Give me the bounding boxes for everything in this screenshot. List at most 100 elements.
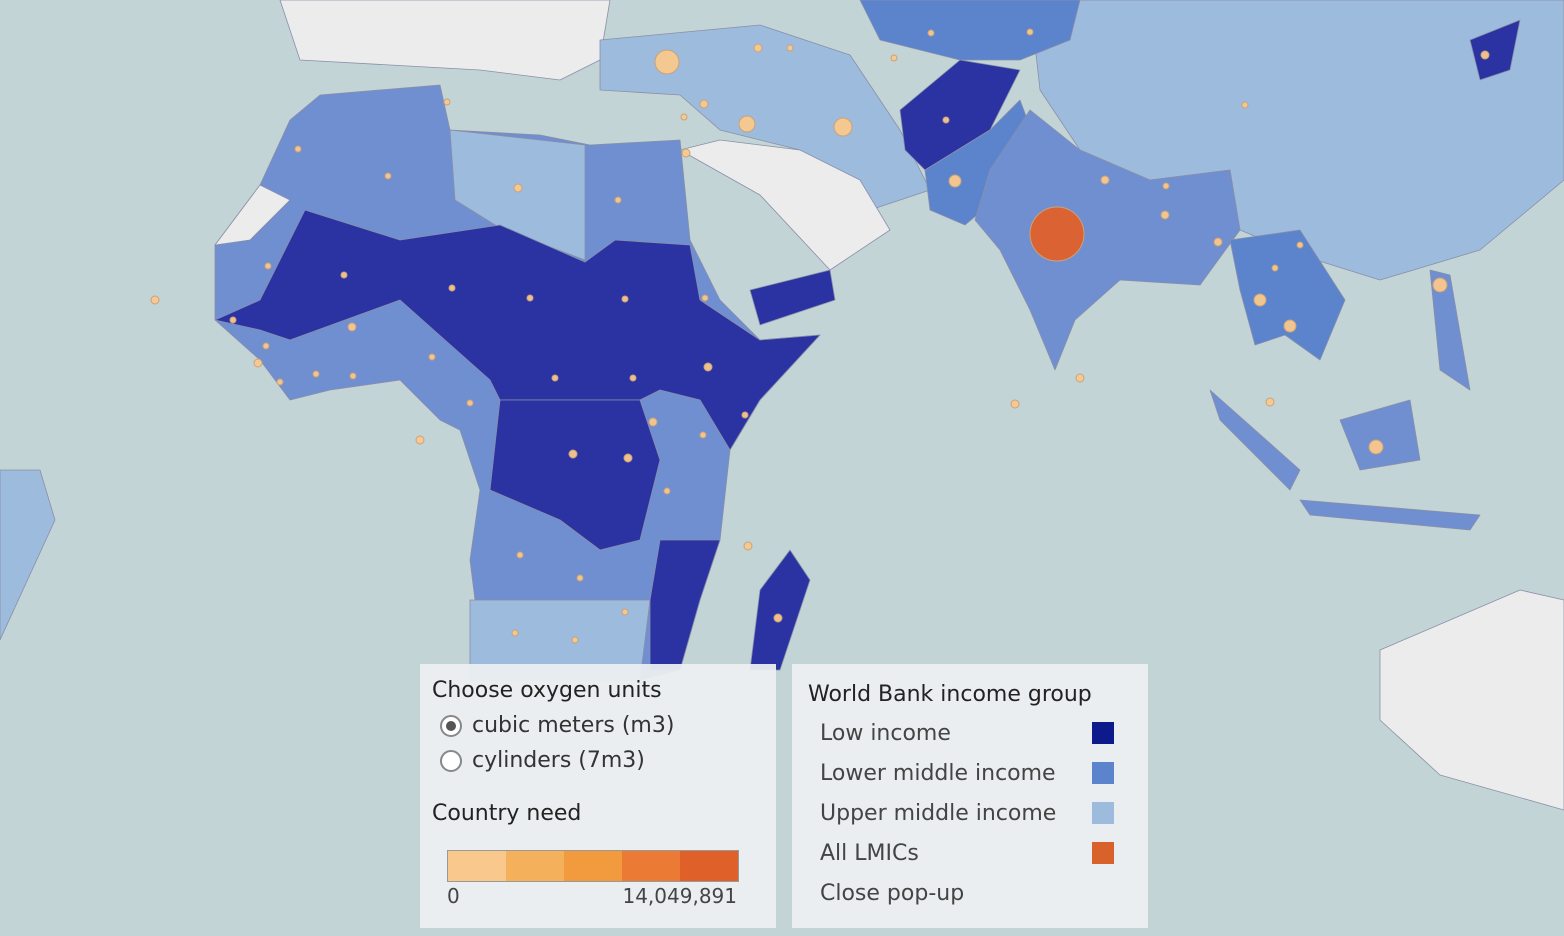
income-panel: World Bank income group Low income Lower …	[792, 664, 1148, 928]
need-bubble	[890, 54, 898, 62]
need-bubble	[1162, 182, 1170, 190]
scale-min: 0	[447, 884, 460, 908]
land	[1379, 589, 1564, 811]
need-bubble	[1241, 101, 1249, 109]
legend-item[interactable]: All LMICs	[820, 833, 1114, 873]
radio-button[interactable]	[440, 714, 462, 737]
need-bubble	[681, 148, 691, 158]
need-bubble	[1296, 241, 1304, 249]
scale-step	[506, 851, 564, 881]
close-popup[interactable]: Close pop-up	[820, 880, 965, 906]
need-bubble	[294, 145, 302, 153]
need-bubble	[699, 99, 709, 109]
need-bubble	[1010, 399, 1020, 409]
need-bubble	[753, 43, 763, 53]
need-bubble	[648, 417, 658, 427]
need-bubble	[1432, 277, 1448, 293]
need-bubble	[699, 431, 707, 439]
legend-item[interactable]: Lower middle income	[820, 753, 1114, 793]
need-bubble	[1213, 237, 1223, 247]
need-bubble	[264, 262, 272, 270]
legend-swatch	[1092, 722, 1114, 744]
need-bubble	[786, 44, 794, 52]
land	[1229, 229, 1346, 361]
need-bubble	[516, 551, 524, 559]
need-bubble	[349, 372, 357, 380]
need-bubble	[621, 295, 629, 303]
need-bubble	[701, 294, 709, 302]
need-bubble	[1253, 293, 1267, 307]
need-bubble	[312, 370, 320, 378]
need-bubble	[1271, 264, 1279, 272]
need-bubble	[448, 284, 456, 292]
legend-item[interactable]: Low income	[820, 713, 1114, 753]
units-title: Choose oxygen units	[432, 678, 662, 703]
land	[749, 269, 836, 326]
need-bubble	[150, 295, 160, 305]
need-bubble	[680, 113, 688, 121]
land	[1469, 19, 1521, 81]
need-bubble	[927, 29, 935, 37]
need-bubble	[1368, 439, 1384, 455]
land	[1299, 499, 1481, 531]
need-bubble	[773, 613, 783, 623]
need-bubble	[253, 358, 263, 368]
need-bubble	[262, 342, 270, 350]
need-bubble	[621, 608, 629, 616]
need-bubble	[576, 574, 584, 582]
need-bubble	[1160, 210, 1170, 220]
need-bubble	[743, 541, 753, 551]
legend-swatch	[1092, 802, 1114, 824]
land	[214, 184, 291, 246]
need-bubble	[511, 629, 519, 637]
radio-button[interactable]	[440, 749, 462, 772]
land	[974, 109, 1241, 371]
legend-swatch	[1092, 762, 1114, 784]
legend-label: Lower middle income	[820, 760, 1056, 786]
need-bubble	[428, 353, 436, 361]
land	[0, 469, 56, 641]
legend-item[interactable]: Upper middle income	[820, 793, 1114, 833]
land	[749, 549, 811, 671]
need-bubble	[347, 322, 357, 332]
need-bubble	[654, 49, 680, 75]
need-bubble	[1480, 50, 1490, 60]
need-bubble	[942, 116, 950, 124]
color-scale	[447, 850, 739, 882]
income-items: Low income Lower middle income Upper middl…	[808, 713, 1114, 873]
need-bubble	[623, 453, 633, 463]
need-bubble	[513, 183, 523, 193]
income-title: World Bank income group	[808, 682, 1092, 707]
need-bubble	[551, 374, 559, 382]
need-bubble	[1283, 319, 1297, 333]
need-bubble	[415, 435, 425, 445]
need-bubble	[741, 411, 749, 419]
unit-option[interactable]: cylinders (7m3)	[440, 748, 764, 773]
need-bubble	[703, 362, 713, 372]
need-bubble	[1029, 206, 1085, 262]
land	[1339, 399, 1421, 471]
need-title: Country need	[432, 801, 582, 826]
need-bubble	[571, 636, 579, 644]
need-bubble	[340, 271, 348, 279]
scale-step	[622, 851, 680, 881]
land	[489, 399, 661, 551]
unit-option[interactable]: cubic meters (m3)	[440, 713, 764, 738]
land	[679, 139, 891, 271]
need-bubble	[1075, 373, 1085, 383]
need-bubble	[443, 98, 451, 106]
need-bubble	[229, 316, 237, 324]
scale-max: 14,049,891	[622, 884, 737, 908]
need-bubble	[526, 294, 534, 302]
land	[649, 539, 721, 671]
legend-label: Upper middle income	[820, 800, 1057, 826]
need-bubble	[384, 172, 392, 180]
need-bubble	[466, 399, 474, 407]
need-bubble	[833, 117, 853, 137]
scale-step	[564, 851, 622, 881]
need-bubble	[629, 374, 637, 382]
need-bubble	[614, 196, 622, 204]
need-bubble	[663, 487, 671, 495]
land	[279, 0, 611, 81]
